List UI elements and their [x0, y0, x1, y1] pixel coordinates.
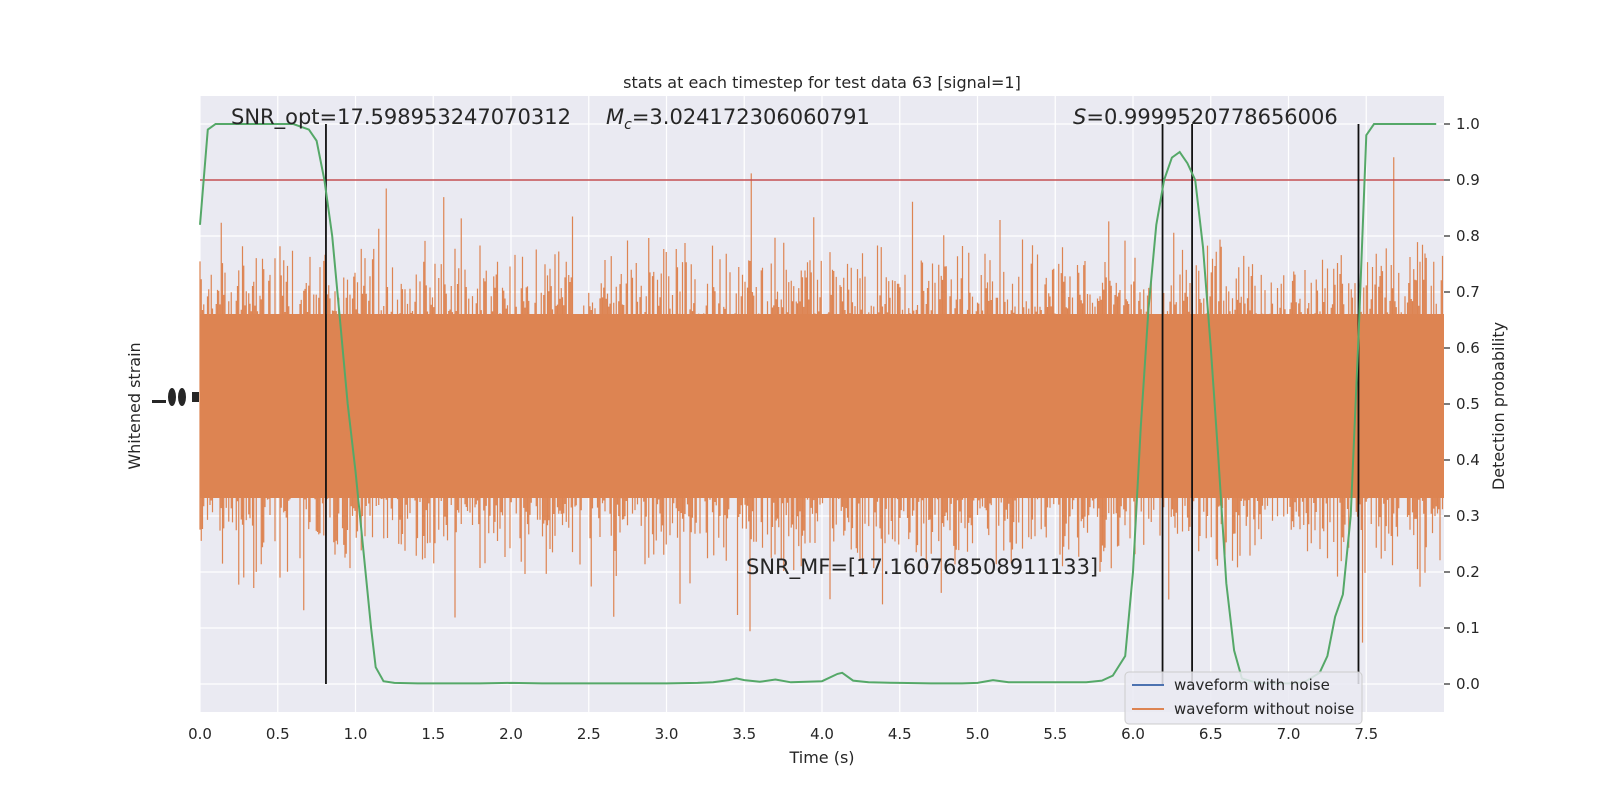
right-y-tick-label: 0.3 — [1456, 507, 1480, 525]
x-tick-label: 7.0 — [1277, 725, 1301, 743]
right-y-tick-label: 0.7 — [1456, 283, 1480, 301]
snr-mf-annotation: SNR_MF=[17.160768508911133] — [746, 555, 1098, 580]
snr-opt-annotation: SNR_opt=17.598953247070312 — [231, 105, 571, 130]
vertical-markers — [325, 124, 1360, 684]
x-tick-label: 1.5 — [421, 725, 445, 743]
x-tick-label: 4.0 — [810, 725, 834, 743]
left-axis-collapsed-ticks — [152, 388, 199, 406]
x-axis-label: Time (s) — [788, 748, 854, 767]
right-y-tick-label: 0.5 — [1456, 395, 1480, 413]
waveform-without-noise-series — [199, 157, 1444, 643]
x-tick-label: 0.0 — [188, 725, 212, 743]
right-y-tick-label: 0.1 — [1456, 619, 1480, 637]
x-tick-label: 4.5 — [888, 725, 912, 743]
right-y-tick-label: 1.0 — [1456, 115, 1480, 133]
x-tick-label: 1.0 — [344, 725, 368, 743]
x-tick-label: 2.0 — [499, 725, 523, 743]
x-tick-label: 5.0 — [966, 725, 990, 743]
legend: waveform with noise waveform without noi… — [1124, 671, 1363, 725]
x-tick-label: 6.5 — [1199, 725, 1223, 743]
x-tick-label: 6.0 — [1121, 725, 1145, 743]
x-tick-label: 2.5 — [577, 725, 601, 743]
chart-title: stats at each timestep for test data 63 … — [623, 73, 1021, 92]
chirp-mass-annotation: Mc=3.024172306060791 — [606, 105, 870, 133]
x-tick-label: 5.5 — [1043, 725, 1067, 743]
x-tick-label: 7.5 — [1354, 725, 1378, 743]
right-y-tick-label: 0.8 — [1456, 227, 1480, 245]
left-y-axis-label: Whitened strain — [125, 342, 144, 469]
legend-label-with-noise: waveform with noise — [1174, 676, 1330, 694]
right-y-tick-label: 0.0 — [1456, 675, 1480, 693]
score-annotation: S=0.9999520778656006 — [1073, 105, 1338, 129]
right-y-tick-label: 0.6 — [1456, 339, 1480, 357]
x-tick-label: 3.0 — [655, 725, 679, 743]
legend-box — [1124, 671, 1363, 725]
right-y-tick-label: 0.4 — [1456, 451, 1480, 469]
x-tick-label: 0.5 — [266, 725, 290, 743]
right-y-tick-label: 0.9 — [1456, 171, 1480, 189]
legend-label-without-noise: waveform without noise — [1174, 700, 1354, 718]
right-y-tick-labels: 0.0 0.1 0.2 0.3 0.4 0.5 0.6 0.7 0.8 0.9 1.0 — [1444, 115, 1480, 693]
right-y-axis-label: Detection probability — [1489, 322, 1508, 490]
x-tick-label: 3.5 — [732, 725, 756, 743]
x-tick-labels: 0.0 0.5 1.0 1.5 2.0 2.5 3.0 3.5 4.0 4.5 5.0 5.5 6.0 6… — [188, 725, 1378, 743]
right-y-tick-label: 0.2 — [1456, 563, 1480, 581]
waveform-core-band — [200, 314, 1444, 498]
